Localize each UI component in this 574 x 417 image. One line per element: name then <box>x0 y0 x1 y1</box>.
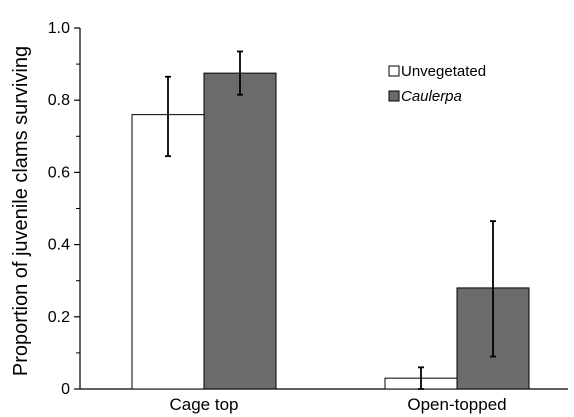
y-tick-label: 0.4 <box>48 237 70 254</box>
error-bar-unvegetated-1 <box>418 366 424 390</box>
y-ticks: 0 0.2 0.4 0.6 0.8 1.0 <box>48 20 80 398</box>
error-bar-unvegetated-0 <box>165 75 171 158</box>
y-tick-label: 0.8 <box>48 92 70 109</box>
legend-swatch-unvegetated <box>388 65 400 77</box>
bar-unvegetated-0 <box>131 114 205 390</box>
y-tick-label: 0 <box>61 381 70 398</box>
error-bar-caulerpa-0 <box>237 50 243 96</box>
legend: Unvegetated Caulerpa <box>388 63 486 105</box>
y-tick-label: 0.2 <box>48 309 70 326</box>
bars <box>131 72 530 390</box>
x-tick-labels: Cage top Open-topped <box>170 395 507 414</box>
y-axis-label: Proportion of juvenile clams surviving <box>10 46 32 376</box>
legend-label-caulerpa: Caulerpa <box>401 88 462 105</box>
x-tick-label: Cage top <box>170 395 239 414</box>
legend-label-unvegetated: Unvegetated <box>401 63 486 80</box>
legend-swatch-caulerpa <box>388 90 400 102</box>
error-bar-caulerpa-1 <box>490 220 496 358</box>
bar-caulerpa-0 <box>203 72 277 390</box>
y-tick-label: 1.0 <box>48 20 70 37</box>
error-bars <box>165 50 496 390</box>
x-tick-label: Open-topped <box>407 395 506 414</box>
y-tick-label: 0.6 <box>48 164 70 181</box>
